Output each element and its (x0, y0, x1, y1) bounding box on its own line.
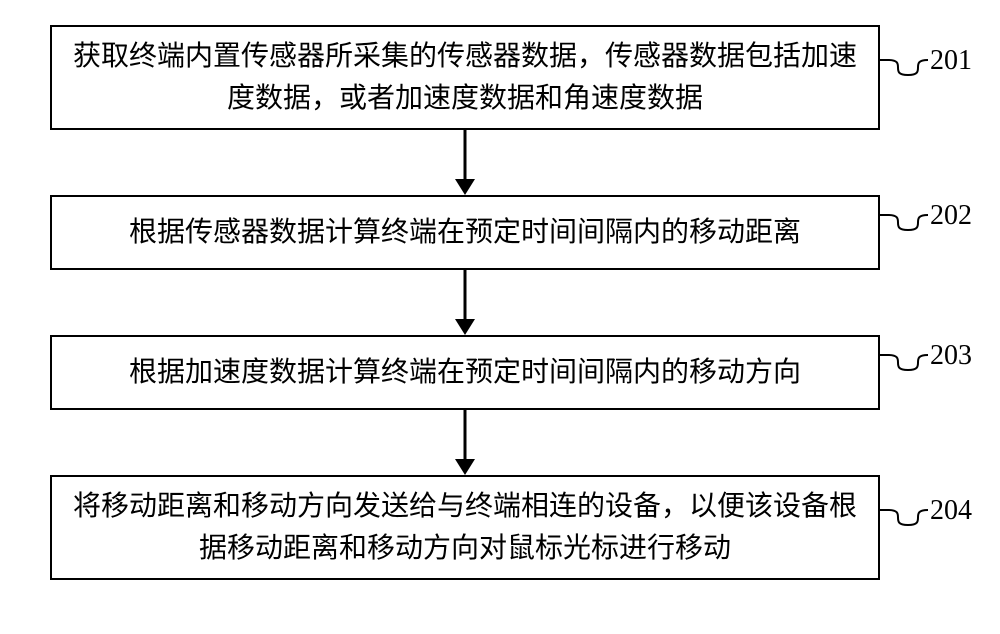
flow-arrow (0, 0, 1000, 634)
flowchart-container: 获取终端内置传感器所采集的传感器数据，传感器数据包括加速度数据，或者加速度数据和… (0, 0, 1000, 634)
